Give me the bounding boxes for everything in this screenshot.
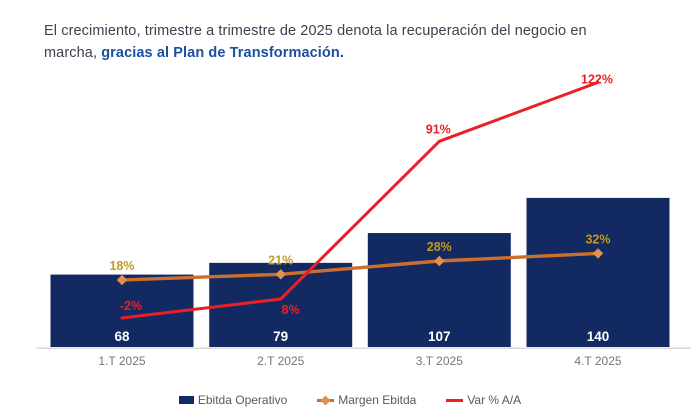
- x-tick-label: 3.T 2025: [416, 354, 463, 368]
- diamond-marker-icon: [320, 395, 331, 405]
- bar-swatch-icon: [178, 396, 194, 404]
- var-label: 122%: [581, 72, 613, 86]
- legend-item-ebitda-operativo: Ebitda Operativo: [178, 393, 288, 407]
- legend-label: Var % A/A: [467, 393, 522, 407]
- var-label: 8%: [282, 303, 300, 317]
- bar-3.T 2025: [367, 233, 511, 347]
- margin-label: 18%: [109, 259, 134, 273]
- chart-legend: Ebitda Operativo Margen Ebitda Var % A/A: [0, 393, 700, 407]
- margen-ebitda-line: [120, 251, 600, 282]
- diamond-marker-icon: [592, 248, 604, 259]
- title-line2: marcha, gracias al Plan de Transformació…: [44, 43, 676, 65]
- title-line1: El crecimiento, trimestre a trimestre de…: [44, 21, 676, 43]
- chart-title: El crecimiento, trimestre a trimestre de…: [44, 21, 676, 64]
- legend-item-var-aa: Var % A/A: [446, 393, 521, 407]
- x-tick-label: 2.T 2025: [257, 354, 304, 368]
- var-aa-line: [120, 80, 600, 320]
- title-text-highlight: gracias al Plan de Transformación.: [101, 44, 344, 61]
- diamond-marker-icon: [116, 274, 128, 286]
- diamond-marker-icon: [434, 255, 445, 267]
- x-tick-label: 4.T 2025: [574, 354, 621, 368]
- legend-item-margen-ebitda: Margen Ebitda: [317, 393, 416, 407]
- line-diamond-swatch-icon: [317, 395, 335, 405]
- diamond-marker-icon: [275, 269, 286, 280]
- bar-value-label: 140: [587, 329, 610, 344]
- legend-label: Margen Ebitda: [338, 393, 417, 407]
- bar-value-label: 79: [273, 329, 288, 344]
- var-label: -2%: [120, 299, 142, 313]
- bar-value-label: 68: [114, 329, 130, 344]
- title-text-regular2: marcha,: [44, 44, 102, 61]
- bar-value-label: 107: [428, 329, 451, 344]
- bar-4.T 2025: [526, 197, 670, 347]
- margin-label: 28%: [427, 240, 452, 254]
- margin-label: 21%: [268, 253, 293, 267]
- line-swatch-icon: [446, 398, 464, 402]
- margin-label: 32%: [585, 232, 610, 246]
- x-tick-label: 1.T 2025: [98, 354, 145, 368]
- title-text-regular: El crecimiento, trimestre a trimestre de…: [44, 23, 587, 39]
- legend-label: Ebitda Operativo: [197, 393, 288, 407]
- var-label: 91%: [426, 122, 451, 136]
